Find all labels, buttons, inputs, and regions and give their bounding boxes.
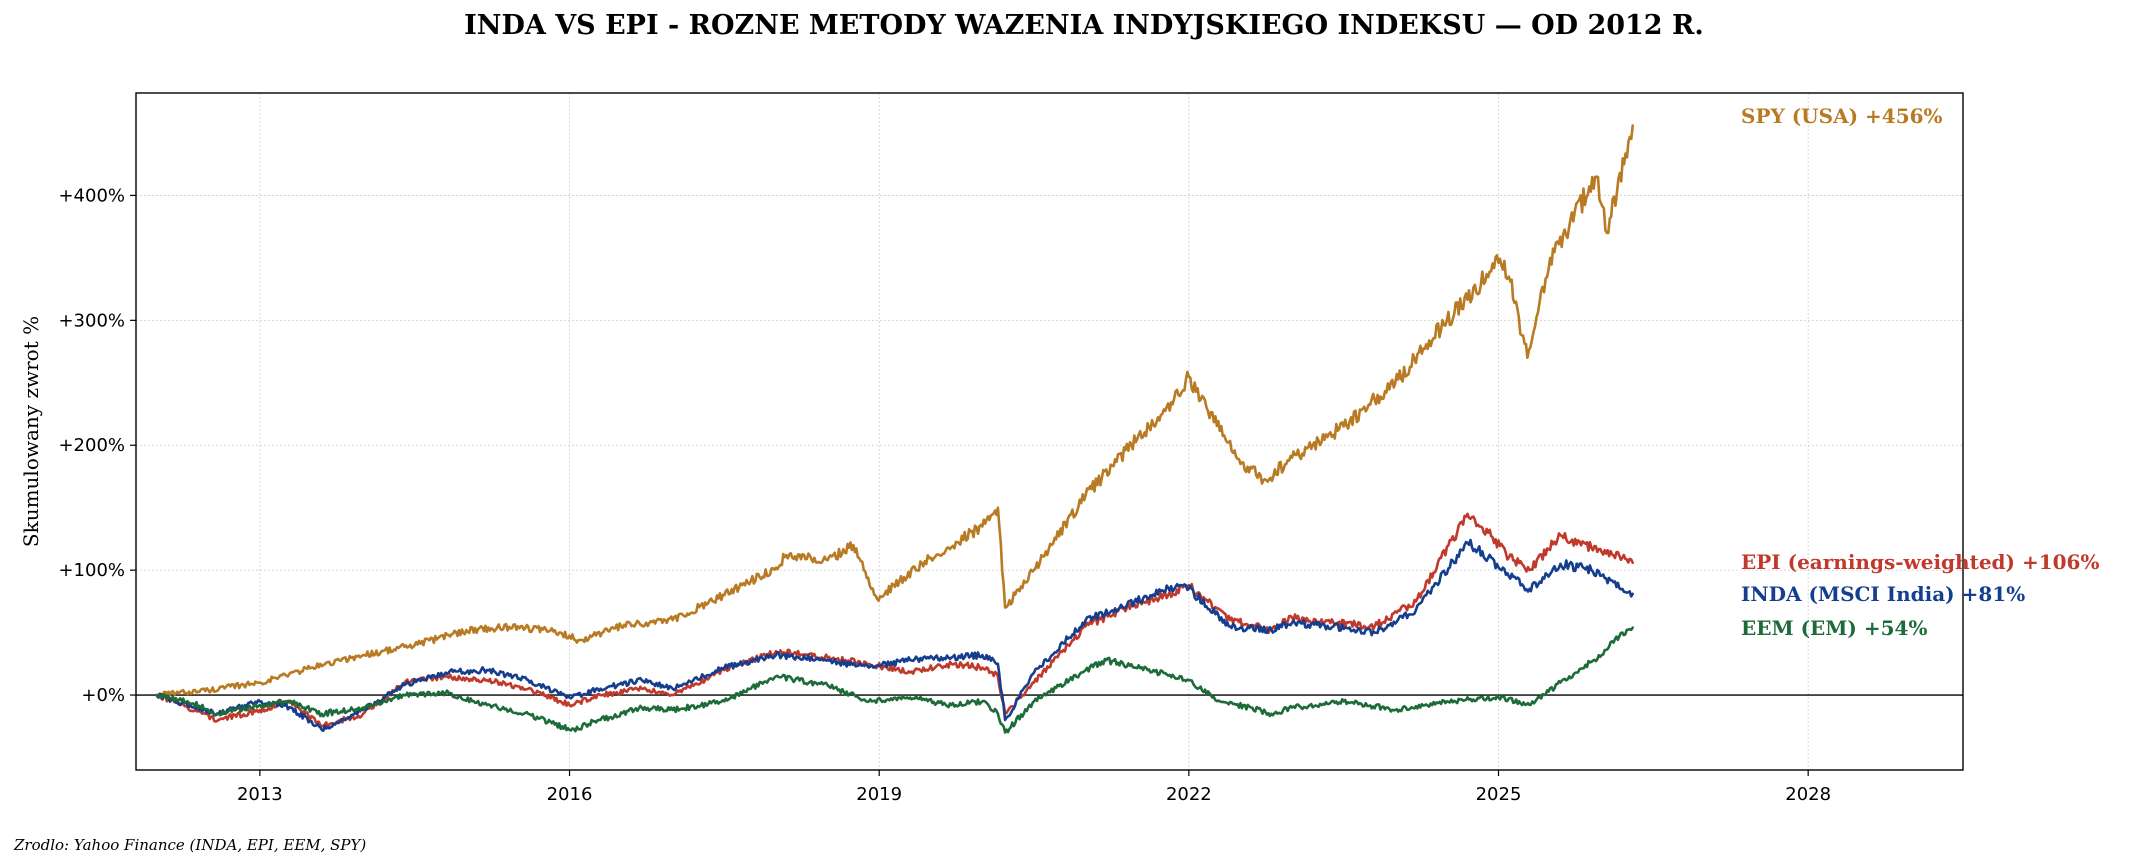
y-axis-ticks: +0% +100% +200% +300% +400% [58,185,136,706]
y-tick-label: +200% [58,435,125,456]
y-tick-label: +100% [58,560,125,581]
series-line-3 [155,626,1634,734]
series-line-0 [155,124,1634,699]
chart-title: INDA VS EPI - ROZNE METODY WAZENIA INDYJ… [464,10,1704,41]
plot-frame [135,92,1964,771]
x-tick-label: 2022 [1166,784,1212,805]
series-end-label: INDA (MSCI India) +81% [1741,582,2025,606]
x-tick-label: 2019 [856,784,902,805]
series-line-2 [155,538,1634,733]
x-tick-label: 2013 [237,784,283,805]
x-axis-ticks: 2013 2016 2019 2022 2025 2028 [237,770,1831,805]
y-tick-label: +400% [58,185,125,206]
series-end-label: SPY (USA) +456% [1741,104,1943,128]
source-note: Zrodlo: Yahoo Finance (INDA, EPI, EEM, S… [13,836,366,854]
series-end-labels: SPY (USA) +456% EPI (earnings-weighted) +… [1741,104,2099,640]
x-tick-label: 2028 [1785,784,1831,805]
x-tick-label: 2025 [1476,784,1522,805]
series-end-label: EEM (EM) +54% [1741,616,1927,640]
series-end-label: EPI (earnings-weighted) +106% [1741,550,2099,574]
series-lines [155,124,1634,734]
x-tick-label: 2016 [547,784,593,805]
y-axis-label: Skumulowany zwrot % [19,316,43,547]
y-tick-label: +300% [58,310,125,331]
y-tick-label: +0% [81,685,125,706]
